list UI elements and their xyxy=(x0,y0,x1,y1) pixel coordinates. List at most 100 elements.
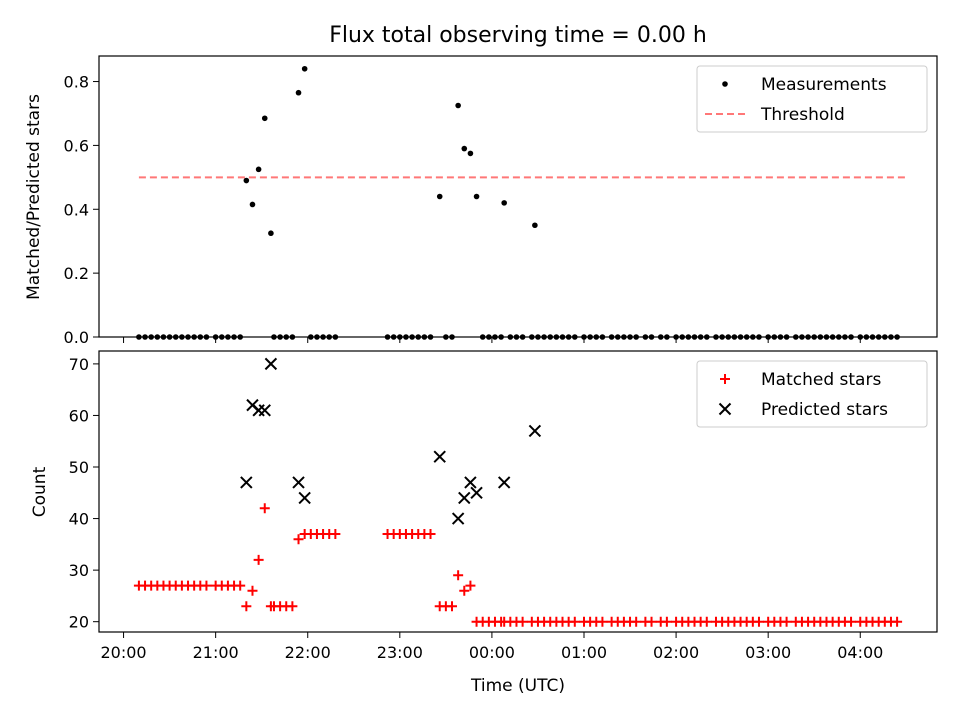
measurement-point xyxy=(519,334,526,340)
measurement-point xyxy=(397,334,403,340)
matched-stars-point xyxy=(425,529,436,540)
x-tick-label: 23:00 xyxy=(377,643,423,662)
measurement-point xyxy=(295,89,302,96)
measurement-point xyxy=(829,334,836,340)
top-y-tick-label: 0.0 xyxy=(64,328,89,347)
measurement-point xyxy=(427,334,434,340)
measurement-point xyxy=(308,334,314,340)
measurement-point xyxy=(894,334,900,340)
measurement-point xyxy=(436,193,443,200)
measurement-point xyxy=(703,334,710,340)
measurement-point xyxy=(384,334,391,340)
top-y-tick-label: 0.8 xyxy=(64,73,89,92)
predicted-stars-point xyxy=(470,486,483,499)
matched-stars-point xyxy=(241,601,252,612)
measurement-point xyxy=(648,334,655,340)
top-panel-plot: Matched/Predicted stars 0.0 0.2 0.4 0.6 0.8 M… xyxy=(24,55,938,347)
matched-stars-point xyxy=(253,554,264,565)
measurement-point xyxy=(467,150,474,157)
matched-stars-point xyxy=(646,616,657,627)
chart-title: Flux total observing time = 0.00 h xyxy=(329,23,707,48)
measurement-point xyxy=(486,334,492,340)
bottom-axes-frame xyxy=(98,350,938,633)
predicted-stars-point xyxy=(433,450,446,463)
measurement-point xyxy=(581,334,587,340)
measurement-point xyxy=(179,334,185,340)
measurement-point xyxy=(532,222,538,229)
measurement-point xyxy=(166,334,173,340)
matched-stars-point xyxy=(892,616,903,627)
predicted-stars-point xyxy=(458,491,471,505)
measurement-point xyxy=(799,334,805,340)
top-panel-ylabel: Matched/Predicted stars xyxy=(24,94,44,300)
measurement-point xyxy=(314,334,320,340)
bottom-legend-box xyxy=(696,360,928,428)
measurement-point xyxy=(148,334,154,340)
measurement-point xyxy=(513,334,520,340)
x-tick-label: 02:00 xyxy=(653,643,699,662)
bottom-legend: Matched stars Predicted stars xyxy=(696,360,928,428)
top-y-tick-label: 0.4 xyxy=(64,200,89,219)
matched-stars-point xyxy=(293,534,304,545)
measurement-point xyxy=(765,334,771,340)
matched-stars-point xyxy=(631,616,642,627)
matched-stars-point xyxy=(447,601,458,612)
measurement-point xyxy=(261,115,268,122)
measurement-point xyxy=(191,334,197,340)
x-tick-label: 21:00 xyxy=(193,643,239,662)
matched-stars-point xyxy=(701,616,712,627)
measurement-point xyxy=(507,334,514,340)
measurement-point xyxy=(154,334,161,340)
matched-stars-point xyxy=(597,616,608,627)
measurement-point xyxy=(783,334,790,340)
measurement-point xyxy=(501,200,507,206)
matched-stars-point xyxy=(465,580,476,591)
measurement-point xyxy=(415,334,422,340)
measurement-point xyxy=(756,334,762,340)
x-tick-label: 01:00 xyxy=(561,643,607,662)
measurement-point xyxy=(777,334,784,340)
measurement-point xyxy=(421,334,428,340)
measurement-point xyxy=(449,334,455,340)
measurement-point xyxy=(289,334,296,340)
measurement-point xyxy=(875,334,882,340)
measurement-point xyxy=(160,334,167,340)
predicted-stars-point xyxy=(451,512,465,525)
measurement-point xyxy=(657,334,664,340)
measurement-point xyxy=(409,334,415,340)
measurement-point xyxy=(673,334,679,340)
measurement-point xyxy=(771,334,778,340)
predicted-stars-point xyxy=(264,357,278,371)
measurement-point xyxy=(231,334,237,340)
measurement-point xyxy=(633,334,639,340)
bottom-y-tick-label: 20 xyxy=(69,613,89,632)
measurement-point xyxy=(725,334,732,340)
measurement-point xyxy=(197,334,204,340)
legend-x-marker xyxy=(718,402,732,416)
matched-stars-point xyxy=(330,529,341,540)
measurement-point xyxy=(301,65,308,72)
x-tick-label: 20:00 xyxy=(101,643,147,662)
bottom-y-tick-label: 70 xyxy=(69,355,89,374)
matched-stars-point xyxy=(259,503,270,514)
measurement-point xyxy=(225,334,231,340)
measurement-point xyxy=(547,334,554,340)
measurement-point xyxy=(608,334,615,340)
measurement-point xyxy=(882,334,888,340)
measurement-point xyxy=(743,334,750,340)
bottom-y-tick-label: 60 xyxy=(69,406,89,425)
matched-stars-point xyxy=(753,616,764,627)
matched-stars-point xyxy=(781,616,792,627)
measurement-point xyxy=(390,334,397,340)
measurement-point xyxy=(277,334,283,340)
measurement-point xyxy=(888,334,894,340)
predicted-stars-point xyxy=(292,476,305,489)
measurement-point xyxy=(249,201,256,208)
x-tick-label: 22:00 xyxy=(285,643,331,662)
measurement-point xyxy=(443,334,449,340)
legend-label: Matched stars xyxy=(761,370,881,390)
measurement-point xyxy=(326,334,333,340)
top-legend-box xyxy=(696,65,928,133)
predicted-stars-point xyxy=(464,476,477,489)
measurement-point xyxy=(863,334,870,340)
